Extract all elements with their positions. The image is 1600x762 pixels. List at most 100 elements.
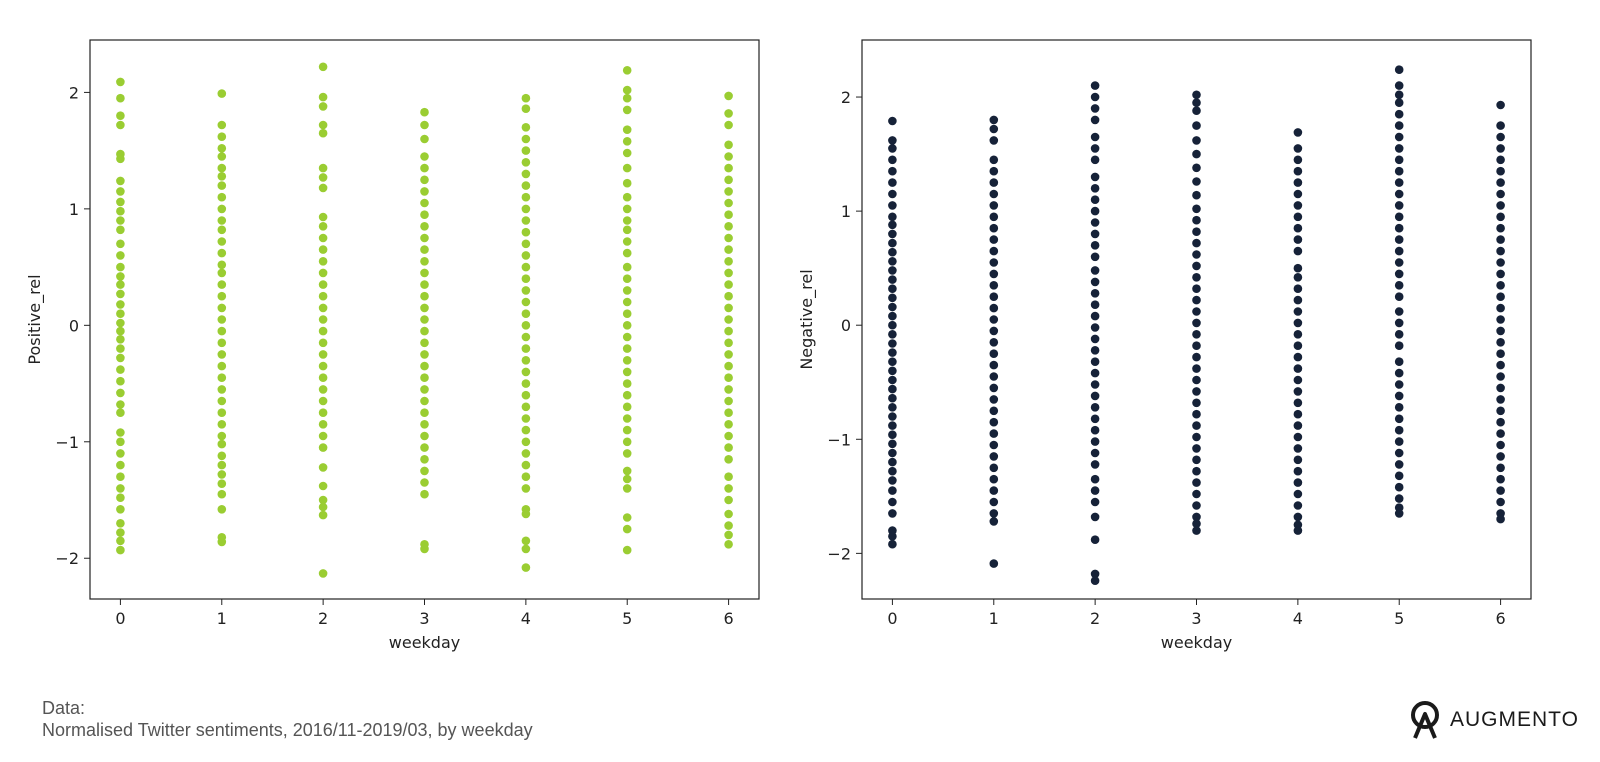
data-point <box>1090 437 1100 446</box>
data-caption: Data: Normalised Twitter sentiments, 201… <box>42 697 533 741</box>
data-point <box>1192 519 1201 528</box>
data-point <box>420 280 429 289</box>
data-point <box>989 258 999 267</box>
data-point <box>1090 346 1100 355</box>
data-point <box>1293 178 1303 187</box>
data-point <box>116 353 125 363</box>
data-point <box>1192 163 1201 173</box>
data-point <box>1090 229 1100 239</box>
data-point <box>989 136 999 145</box>
data-point <box>420 152 429 161</box>
data-point <box>420 245 429 254</box>
data-point <box>116 206 125 216</box>
data-point <box>888 178 897 187</box>
data-point <box>1496 100 1505 110</box>
data-point <box>1192 501 1201 510</box>
x-tick-label: 4 <box>521 609 531 628</box>
data-point <box>521 484 531 493</box>
data-point <box>521 146 531 155</box>
data-point <box>217 408 227 418</box>
data-point <box>622 321 632 330</box>
data-point <box>1394 201 1404 210</box>
data-point <box>420 268 429 278</box>
x-tick-label: 0 <box>887 609 897 628</box>
data-point <box>1394 437 1404 446</box>
data-point <box>217 373 227 383</box>
data-point <box>622 274 632 284</box>
data-point <box>989 463 999 473</box>
y-axis-label: Negative_rel <box>797 269 817 369</box>
data-point <box>1090 132 1100 142</box>
data-point <box>888 486 897 495</box>
data-point <box>724 268 733 278</box>
data-point <box>116 408 125 418</box>
data-point <box>989 189 999 199</box>
data-point <box>318 222 328 231</box>
data-point <box>318 62 328 72</box>
data-point <box>1394 178 1404 187</box>
data-point <box>989 509 999 518</box>
data-point <box>1090 535 1100 544</box>
data-point <box>420 396 429 406</box>
data-point <box>1496 452 1505 461</box>
data-point <box>888 421 897 430</box>
data-point <box>217 505 227 514</box>
data-point <box>1192 466 1201 476</box>
data-point <box>1394 380 1404 389</box>
data-point <box>1090 92 1100 102</box>
data-point <box>622 425 632 435</box>
data-point <box>1192 177 1201 186</box>
data-point <box>724 233 733 243</box>
data-point <box>521 472 531 482</box>
data-point <box>420 420 429 429</box>
data-point <box>724 521 733 530</box>
data-point <box>521 181 531 190</box>
data-point <box>888 238 897 248</box>
data-point <box>318 268 328 278</box>
data-point <box>318 245 328 254</box>
y-tick-label: −1 <box>827 430 851 449</box>
data-point <box>989 155 999 165</box>
data-point <box>888 201 897 210</box>
data-point <box>116 309 125 319</box>
data-point <box>521 437 531 447</box>
data-point <box>521 379 531 388</box>
augmento-logo-icon <box>1411 701 1439 739</box>
data-point <box>724 385 733 394</box>
data-point <box>521 158 531 167</box>
data-point <box>318 569 328 578</box>
data-point <box>622 484 632 493</box>
x-tick-label: 1 <box>989 609 999 628</box>
data-point <box>217 303 227 313</box>
data-point <box>1496 497 1505 507</box>
data-point <box>1192 364 1201 373</box>
data-point <box>217 350 227 359</box>
data-point <box>1192 352 1201 362</box>
x-axis-label: weekday <box>389 633 460 652</box>
data-point <box>1496 395 1505 404</box>
data-point <box>724 210 733 219</box>
data-point <box>1394 341 1404 351</box>
data-point <box>1293 263 1303 273</box>
data-point <box>1090 144 1100 153</box>
data-point <box>318 510 328 520</box>
data-point <box>989 440 999 450</box>
data-point <box>888 476 897 485</box>
data-point <box>622 286 632 295</box>
data-point <box>1394 109 1404 119</box>
data-point <box>1192 432 1201 442</box>
data-point <box>724 350 733 359</box>
data-point <box>1496 315 1505 324</box>
data-point <box>116 388 125 398</box>
data-point <box>521 356 531 365</box>
data-point <box>521 227 531 237</box>
y-tick-label: 1 <box>841 202 851 221</box>
data-point <box>116 335 125 344</box>
positive-rel-chart: 0 1 2 3 4 5 6 −2 −1 0 1 2 weekday Positive_rel <box>25 39 760 652</box>
data-point <box>724 472 733 482</box>
data-point <box>521 93 531 103</box>
data-point <box>217 420 227 429</box>
data-point <box>1192 238 1201 248</box>
data-point <box>1293 189 1303 199</box>
data-point <box>521 414 531 423</box>
